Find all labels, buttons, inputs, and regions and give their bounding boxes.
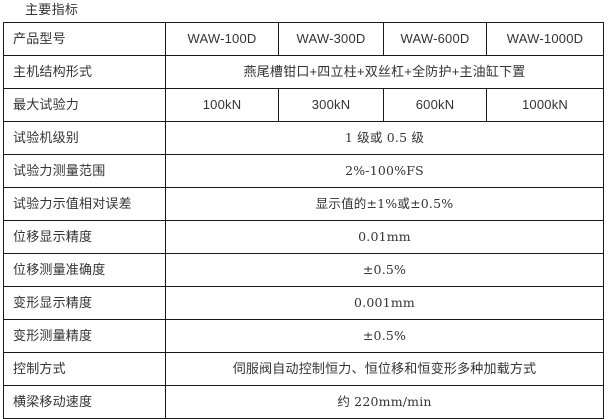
table-row: 试验机级别 1 级或 0.5 级 — [3, 121, 604, 155]
table-row: 横梁移动速度 约 220mm/min — [3, 385, 604, 419]
spec-table-page: 主要指标 产品型号 WAW-100D WAW-300D WAW-600D WAW… — [3, 2, 604, 419]
row-label-crosshead-speed: 横梁移动速度 — [3, 385, 166, 419]
cell-displacement-display-accuracy: 0.01mm — [165, 220, 604, 254]
cell-displacement-measuring-accuracy: ±0.5% — [165, 253, 604, 287]
row-label-deformation-measuring-accuracy: 变形测量精度 — [3, 319, 166, 353]
table-row: 试验力测量范围 2%-100%FS — [3, 154, 604, 188]
cell-max-force-4: 1000kN — [486, 88, 604, 122]
row-label-force-relative-error: 试验力示值相对误差 — [3, 187, 166, 221]
cell-max-force-2: 300kN — [278, 88, 384, 122]
cell-max-force-3: 600kN — [383, 88, 487, 122]
row-label-force-measuring-range: 试验力测量范围 — [3, 154, 166, 188]
cell-force-measuring-range: 2%-100%FS — [165, 154, 604, 188]
table-row: 位移显示精度 0.01mm — [3, 220, 604, 254]
row-label-product-model: 产品型号 — [3, 22, 166, 56]
cell-main-structure: 燕尾槽钳口+四立柱+双丝杠+全防护+主油缸下置 — [165, 55, 604, 89]
cell-deformation-measuring-accuracy: ±0.5% — [165, 319, 604, 353]
cell-crosshead-speed: 约 220mm/min — [165, 385, 604, 419]
cell-machine-grade: 1 级或 0.5 级 — [165, 121, 604, 155]
row-label-displacement-measuring-accuracy: 位移测量准确度 — [3, 253, 166, 287]
cell-model-2: WAW-300D — [278, 22, 384, 56]
table-row: 主机结构形式 燕尾槽钳口+四立柱+双丝杠+全防护+主油缸下置 — [3, 55, 604, 89]
table-row: 变形测量精度 ±0.5% — [3, 319, 604, 353]
cell-model-3: WAW-600D — [383, 22, 487, 56]
table-row: 变形显示精度 0.001mm — [3, 286, 604, 320]
cell-max-force-1: 100kN — [165, 88, 279, 122]
row-label-main-structure: 主机结构形式 — [3, 55, 166, 89]
table-row: 控制方式 伺服阀自动控制恒力、恒位移和恒变形多种加载方式 — [3, 352, 604, 386]
table-caption: 主要指标 — [25, 2, 79, 17]
cell-force-relative-error: 显示值的±1%或±0.5% — [165, 187, 604, 221]
row-label-machine-grade: 试验机级别 — [3, 121, 166, 155]
row-label-deformation-display-accuracy: 变形显示精度 — [3, 286, 166, 320]
row-label-displacement-display-accuracy: 位移显示精度 — [3, 220, 166, 254]
table-row: 产品型号 WAW-100D WAW-300D WAW-600D WAW-1000… — [3, 22, 604, 56]
table-row: 试验力示值相对误差 显示值的±1%或±0.5% — [3, 187, 604, 221]
row-label-control-mode: 控制方式 — [3, 352, 166, 386]
cell-model-4: WAW-1000D — [486, 22, 604, 56]
main-specifications-table: 产品型号 WAW-100D WAW-300D WAW-600D WAW-1000… — [3, 22, 604, 419]
row-label-max-test-force: 最大试验力 — [3, 88, 166, 122]
cell-deformation-display-accuracy: 0.001mm — [165, 286, 604, 320]
cell-control-mode: 伺服阀自动控制恒力、恒位移和恒变形多种加载方式 — [165, 352, 604, 386]
table-row: 位移测量准确度 ±0.5% — [3, 253, 604, 287]
table-row: 最大试验力 100kN 300kN 600kN 1000kN — [3, 88, 604, 122]
cell-model-1: WAW-100D — [165, 22, 279, 56]
